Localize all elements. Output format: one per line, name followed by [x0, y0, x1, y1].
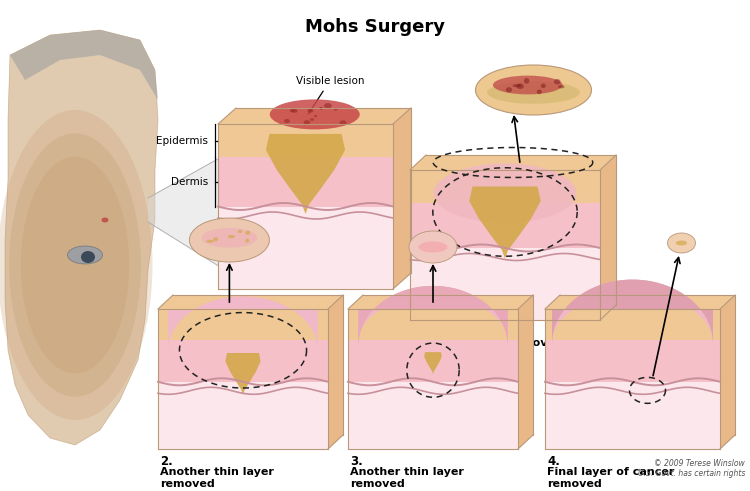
Ellipse shape [541, 83, 546, 88]
Bar [218, 207, 393, 289]
Text: © 2009 Terese Winslow
U.S. Govt. has certain rights: © 2009 Terese Winslow U.S. Govt. has cer… [638, 459, 745, 478]
Text: Epidermis: Epidermis [156, 136, 208, 145]
Text: Another thin layer
removed: Another thin layer removed [160, 467, 274, 489]
Polygon shape [552, 279, 713, 344]
Ellipse shape [506, 87, 512, 92]
Text: Another thin layer
removed: Another thin layer removed [350, 467, 464, 489]
Text: Mohs Surgery: Mohs Surgery [305, 18, 445, 36]
Polygon shape [168, 297, 318, 350]
Ellipse shape [245, 239, 249, 243]
Ellipse shape [320, 108, 323, 109]
Bar [410, 248, 600, 320]
Polygon shape [226, 353, 260, 395]
Ellipse shape [304, 120, 310, 125]
Ellipse shape [81, 251, 95, 263]
Ellipse shape [314, 115, 317, 117]
Ellipse shape [668, 233, 695, 253]
Ellipse shape [21, 157, 129, 374]
Bar [410, 203, 600, 248]
Polygon shape [148, 155, 225, 270]
Bar [348, 309, 518, 340]
Bar [158, 340, 328, 382]
Polygon shape [10, 30, 158, 100]
Ellipse shape [290, 109, 295, 112]
Ellipse shape [270, 99, 360, 130]
Polygon shape [600, 155, 616, 320]
Ellipse shape [68, 246, 103, 264]
Text: 4.: 4. [547, 455, 560, 468]
Ellipse shape [9, 133, 141, 397]
Ellipse shape [409, 231, 457, 263]
Ellipse shape [476, 65, 592, 115]
Ellipse shape [292, 109, 298, 113]
Polygon shape [545, 295, 735, 309]
Bar [158, 309, 328, 340]
Polygon shape [552, 279, 713, 344]
Polygon shape [393, 108, 411, 289]
Polygon shape [410, 155, 616, 170]
Ellipse shape [245, 231, 250, 235]
Ellipse shape [284, 119, 290, 123]
Polygon shape [266, 134, 345, 214]
Ellipse shape [554, 79, 560, 84]
Ellipse shape [0, 110, 152, 420]
Ellipse shape [310, 118, 314, 121]
Bar [218, 157, 393, 207]
Ellipse shape [419, 242, 448, 252]
Ellipse shape [558, 85, 565, 88]
Polygon shape [348, 295, 533, 309]
Ellipse shape [524, 78, 530, 83]
Bar [545, 309, 720, 340]
Ellipse shape [340, 120, 346, 125]
Polygon shape [424, 352, 442, 374]
Text: 2.: 2. [160, 455, 172, 468]
Polygon shape [720, 295, 735, 449]
Polygon shape [470, 187, 541, 258]
Ellipse shape [512, 84, 521, 87]
Ellipse shape [433, 164, 576, 223]
Ellipse shape [319, 107, 322, 109]
Polygon shape [218, 108, 411, 124]
Ellipse shape [516, 83, 524, 89]
Ellipse shape [676, 241, 687, 246]
Polygon shape [328, 295, 343, 449]
Bar [545, 340, 720, 382]
Ellipse shape [324, 103, 332, 109]
Polygon shape [518, 295, 533, 449]
Bar [545, 382, 720, 449]
Text: Final layer of cancer
removed: Final layer of cancer removed [547, 467, 674, 489]
Bar [218, 124, 393, 157]
Polygon shape [358, 286, 508, 346]
Text: Dermis: Dermis [171, 177, 208, 187]
Text: 3.: 3. [350, 455, 363, 468]
Ellipse shape [206, 240, 214, 243]
Ellipse shape [190, 218, 269, 262]
Polygon shape [158, 295, 343, 309]
Ellipse shape [238, 230, 242, 233]
Text: 1.: 1. [412, 326, 424, 339]
Bar [348, 382, 518, 449]
Bar [410, 170, 600, 203]
Ellipse shape [493, 76, 562, 94]
Ellipse shape [101, 218, 109, 222]
Text: Visible lesion: Visible lesion [296, 76, 364, 114]
Bar [348, 340, 518, 382]
Ellipse shape [202, 228, 257, 247]
Ellipse shape [228, 235, 235, 238]
Polygon shape [358, 297, 508, 342]
Ellipse shape [308, 109, 314, 113]
Ellipse shape [213, 237, 218, 242]
Text: First thin layer removed: First thin layer removed [412, 338, 562, 348]
Ellipse shape [334, 108, 338, 110]
Polygon shape [552, 294, 713, 342]
Ellipse shape [487, 81, 580, 104]
Ellipse shape [537, 89, 542, 94]
Polygon shape [358, 286, 508, 346]
Polygon shape [5, 30, 158, 445]
Bar [158, 382, 328, 449]
